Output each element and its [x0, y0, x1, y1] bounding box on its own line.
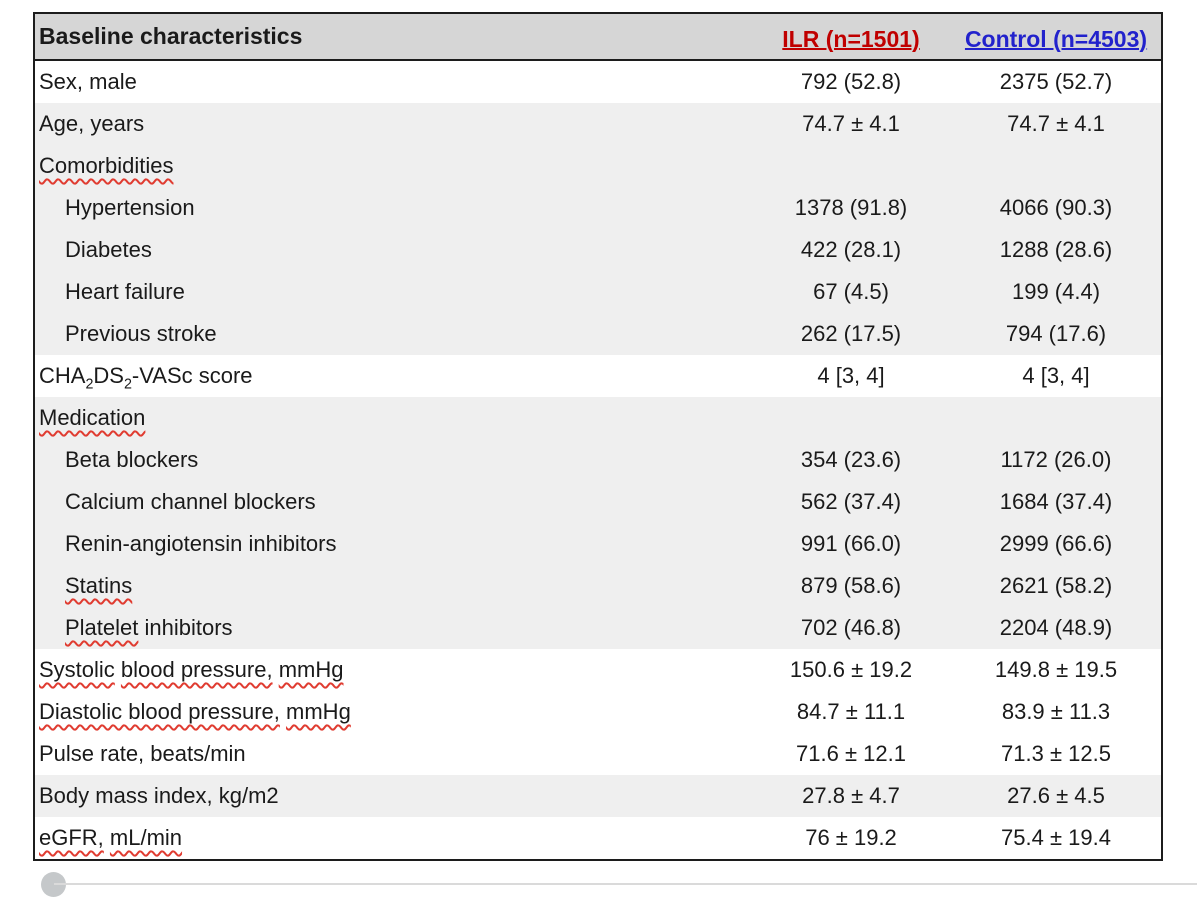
ilr-value: 1378 (91.8): [794, 195, 908, 220]
row-label: Previous stroke: [65, 321, 217, 346]
row-label: Diastolic blood pressure, mmHg: [39, 699, 351, 724]
ilr-value: 991 (66.0): [800, 531, 902, 556]
control-value: 71.3 ± 12.5: [1001, 741, 1111, 766]
row-label: Platelet inhibitors: [65, 615, 233, 640]
control-value: 1684 (37.4): [999, 489, 1113, 514]
row-label: Heart failure: [65, 279, 185, 304]
control-value: 2621 (58.2): [999, 573, 1113, 598]
ilr-value: 262 (17.5): [800, 321, 902, 346]
control-value: 199 (4.4): [1011, 279, 1101, 304]
ilr-value: 354 (23.6): [800, 447, 902, 472]
row-label: Sex, male: [39, 69, 137, 94]
table-row: Calcium channel blockers 562 (37.4) 1684 (…: [35, 481, 1161, 523]
control-value: 794 (17.6): [1005, 321, 1107, 346]
row-label: Calcium channel blockers: [65, 489, 316, 514]
control-value: 27.6 ± 4.5: [1007, 783, 1105, 808]
ilr-value: 71.6 ± 12.1: [796, 741, 906, 766]
table-row: Platelet inhibitors 702 (46.8) 2204 (48.9): [35, 607, 1161, 649]
table-row: Diabetes 422 (28.1) 1288 (28.6): [35, 229, 1161, 271]
table-row: CHA2DS2-VASc score 4 [3, 4] 4 [3, 4]: [35, 355, 1161, 397]
control-value: 75.4 ± 19.4: [1001, 825, 1111, 850]
ilr-value: 792 (52.8): [800, 69, 902, 94]
control-value: 2375 (52.7): [999, 69, 1113, 94]
row-label: Renin-angiotensin inhibitors: [65, 531, 337, 556]
control-value: 4 [3, 4]: [1022, 363, 1090, 388]
control-value: 74.7 ± 4.1: [1007, 111, 1105, 136]
table-row: Systolic blood pressure, mmHg 150.6 ± 19.…: [35, 649, 1161, 691]
ilr-value: 76 ± 19.2: [805, 825, 897, 850]
control-value: 4066 (90.3): [999, 195, 1113, 220]
bottom-divider-line: [54, 883, 1197, 885]
ilr-value: 702 (46.8): [800, 615, 902, 640]
table-row: Age, years 74.7 ± 4.1 74.7 ± 4.1: [35, 103, 1161, 145]
row-label: Medication: [39, 405, 146, 430]
table-row: Previous stroke 262 (17.5) 794 (17.6): [35, 313, 1161, 355]
table-header-row: Baseline characteristics ILR (n=1501) Co…: [35, 14, 1161, 61]
row-label: Systolic blood pressure, mmHg: [39, 657, 344, 682]
column-header-ilr: ILR (n=1501): [782, 26, 920, 52]
table-row: Diastolic blood pressure, mmHg 84.7 ± 11.…: [35, 691, 1161, 733]
table-row: Sex, male 792 (52.8) 2375 (52.7): [35, 61, 1161, 103]
control-value: 2999 (66.6): [999, 531, 1113, 556]
control-value: 83.9 ± 11.3: [1001, 699, 1111, 724]
control-value: 1288 (28.6): [999, 237, 1113, 262]
table-row: Statins 879 (58.6) 2621 (58.2): [35, 565, 1161, 607]
table-row: eGFR, mL/min 76 ± 19.2 75.4 ± 19.4: [35, 817, 1161, 859]
row-label: Age, years: [39, 111, 145, 136]
ilr-value: 74.7 ± 4.1: [802, 111, 900, 136]
control-value: 2204 (48.9): [999, 615, 1113, 640]
ilr-value: 422 (28.1): [800, 237, 902, 262]
control-value: 149.8 ± 19.5: [994, 657, 1118, 682]
column-header-control: Control (n=4503): [964, 26, 1148, 52]
ilr-value: 27.8 ± 4.7: [802, 783, 900, 808]
baseline-characteristics-table: Baseline characteristics ILR (n=1501) Co…: [33, 12, 1163, 861]
row-label: Diabetes: [65, 237, 152, 262]
table-row: Comorbidities: [35, 145, 1161, 187]
row-label: Comorbidities: [39, 153, 174, 178]
row-label: Pulse rate, beats/min: [39, 741, 246, 766]
row-label: Statins: [65, 573, 133, 598]
ilr-value: 150.6 ± 19.2: [789, 657, 913, 682]
table-rows: Sex, male 792 (52.8) 2375 (52.7) Age, years…: [35, 61, 1161, 859]
table-row: Body mass index, kg/m2 27.8 ± 4.7 27.6 ± 4…: [35, 775, 1161, 817]
ilr-value: 879 (58.6): [800, 573, 902, 598]
table-row: Renin-angiotensin inhibitors 991 (66.0) 29…: [35, 523, 1161, 565]
row-label: eGFR, mL/min: [39, 825, 183, 850]
table-row: Hypertension 1378 (91.8) 4066 (90.3): [35, 187, 1161, 229]
control-value: 1172 (26.0): [1000, 447, 1112, 472]
row-label: Beta blockers: [65, 447, 199, 472]
ilr-value: 84.7 ± 11.1: [796, 699, 906, 724]
ilr-value: 4 [3, 4]: [817, 363, 885, 388]
table-row: Medication: [35, 397, 1161, 439]
ilr-value: 562 (37.4): [800, 489, 902, 514]
table-title: Baseline characteristics: [39, 23, 303, 49]
row-label: CHA2DS2-VASc score: [39, 363, 253, 393]
ilr-value: 67 (4.5): [813, 279, 889, 304]
table-row: Beta blockers 354 (23.6) 1172 (26.0): [35, 439, 1161, 481]
row-label: Hypertension: [65, 195, 195, 220]
table-row: Heart failure 67 (4.5) 199 (4.4): [35, 271, 1161, 313]
table-row: Pulse rate, beats/min 71.6 ± 12.1 71.3 ± 1…: [35, 733, 1161, 775]
row-label: Body mass index, kg/m2: [39, 783, 279, 808]
